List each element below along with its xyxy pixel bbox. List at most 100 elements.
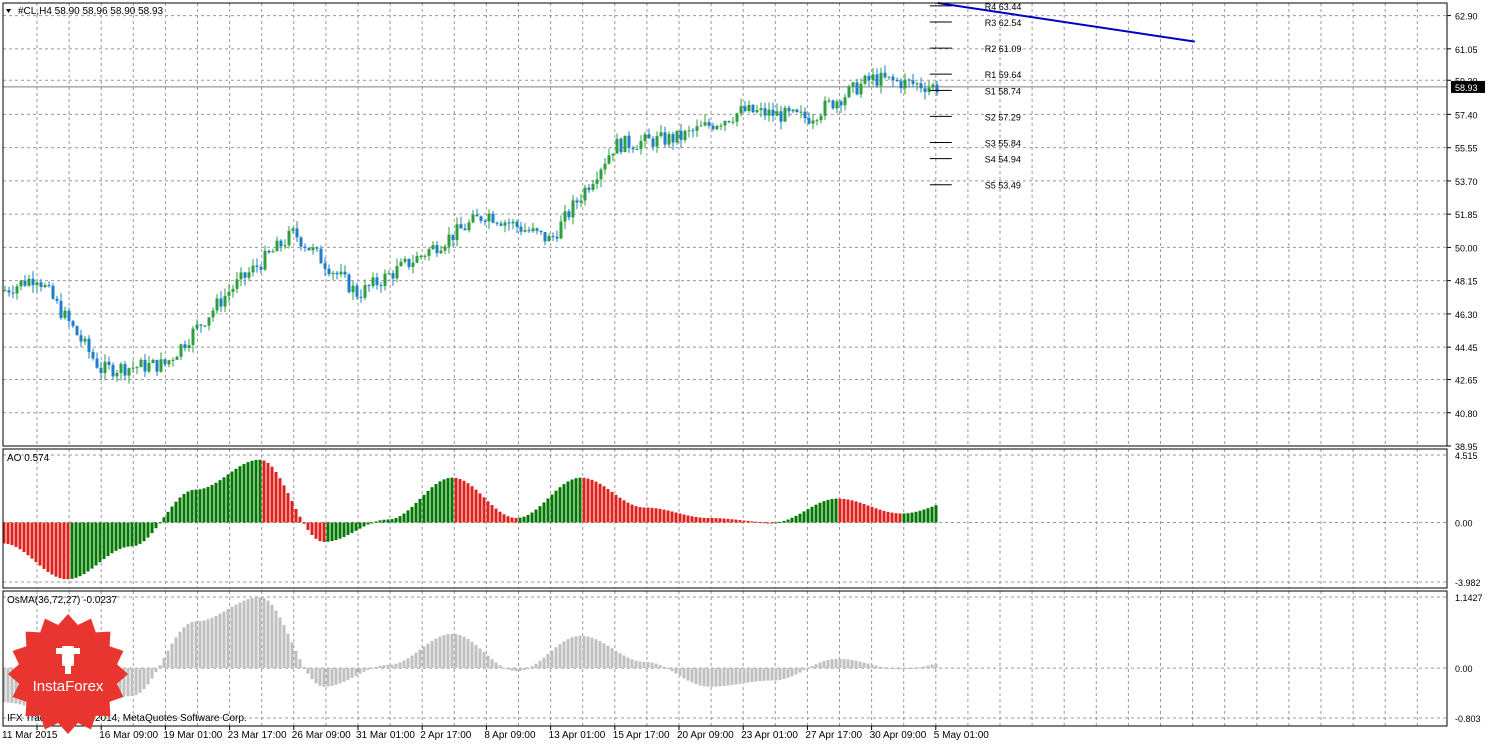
symbol-header[interactable]: #CL,H4 58.90 58.96 58.90 58.93 [6,6,164,17]
osma-bar [654,663,658,669]
candle-body [691,130,695,132]
candle-body [759,108,763,111]
osma-bar [922,666,926,669]
ao-bar [786,519,790,523]
osma-bar [206,619,210,669]
candle-body [927,87,931,92]
y-tick-label: 40.80 [1455,409,1478,419]
ao-bar [854,501,858,523]
y-tick-label: 57.40 [1455,110,1478,120]
ao-bar [518,517,522,523]
ao-bar [710,518,714,523]
candle-body [271,251,275,253]
candle-body [439,250,443,254]
osma-bar [446,634,450,669]
osma-bar [290,642,294,669]
osma-bar [214,615,218,669]
ao-bar [898,513,902,523]
y-tick-label: 42.65 [1455,376,1478,386]
ao-bar [102,522,106,560]
osma-bar [746,668,750,683]
osma-bar [702,668,706,687]
ao-bar [310,522,314,536]
candle-body [771,109,775,116]
osma-bar [262,598,266,669]
osma-bar [406,658,410,669]
candle-body [307,247,311,251]
osma-bar [526,668,530,670]
osma-bar [6,668,10,703]
candle-body [647,134,651,139]
osma-bar [890,668,894,670]
ao-bar [834,498,838,523]
candle-body [563,211,567,222]
y-tick-label: 48.15 [1455,277,1478,287]
ao-bar [694,516,698,523]
ao-bar [314,522,318,539]
osma-bar [710,668,714,687]
osma-bar [390,664,394,669]
candle-body [787,107,791,112]
candle-body [235,279,239,289]
ao-bar [642,507,646,523]
osma-bar [506,668,510,670]
osma-bar [518,668,522,671]
osma-bar [310,668,314,680]
ao-bar [438,481,442,523]
candle-body [399,261,403,267]
candle-body [11,292,15,294]
chevron-down-icon[interactable] [6,9,11,13]
ao-bar [358,522,362,529]
ao-bar [774,522,778,524]
candle-body [43,285,47,288]
ao-bar [58,522,62,579]
candle-body [675,130,679,143]
ao-bar [494,508,498,523]
candle-body [303,246,307,248]
osma-bar [622,655,626,669]
osma-bar [926,665,930,669]
ao-bar [802,511,806,523]
osma-bar [238,602,242,669]
osma-bar [886,668,890,670]
y-tick-label: -3.982 [1455,578,1481,588]
y-tick-label: 38.95 [1455,442,1478,452]
current-price-label: 58.93 [1455,83,1478,93]
candle-body [175,356,179,360]
candle-body [63,310,67,318]
ao-bar [826,499,830,523]
candle-body [503,222,507,226]
candle-body [743,106,747,112]
ao-bar [402,513,406,523]
ao-bar [322,522,326,542]
osma-bar [366,668,370,670]
ao-bar [914,511,918,523]
ao-bar [386,519,390,523]
osma-bar [274,610,278,669]
osma-bar [574,636,578,669]
y-tick-label: 51.85 [1455,210,1478,220]
candle-body [379,285,383,287]
candle-body [807,118,811,124]
ao-bar [390,519,394,523]
candle-body [831,100,835,109]
ao-bar [342,522,346,537]
ao-bar [338,522,342,539]
candle-body [291,228,295,231]
osma-bar [326,668,330,687]
x-tick-label: 11 Mar 2015 [2,730,58,741]
ao-bar [910,512,914,523]
osma-bar [594,639,598,669]
ao-bar [142,522,146,542]
y-tick-label: 46.30 [1455,310,1478,320]
ao-bar [214,482,218,523]
osma-bar [766,668,770,681]
ao-bar [434,484,438,523]
ao-bar [382,519,386,523]
candle-body [299,237,303,247]
logo-text: InstaForex [33,678,104,695]
candle-body [39,282,43,288]
candle-body [659,132,663,137]
